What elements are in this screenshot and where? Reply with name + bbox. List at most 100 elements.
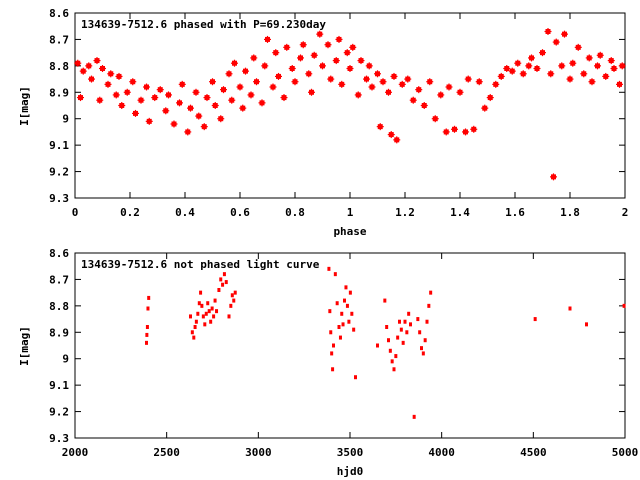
unphased-data-point xyxy=(209,319,213,324)
unphased-data-point xyxy=(409,322,412,327)
phased-data-point xyxy=(203,94,211,102)
phased-data-point xyxy=(79,67,87,75)
phased-data-point xyxy=(569,59,577,67)
phased-x-tick-label: 1.6 xyxy=(505,206,525,219)
phased-axes: 0 0.2 0.4 0.6 0.8 1 1.2 1.4 1.6 1.8 2 8.6 8.7 8.8 8.9 9… xyxy=(49,7,628,219)
unphased-data-point xyxy=(327,266,331,271)
phased-data-point xyxy=(533,65,541,72)
phased-data-point xyxy=(261,62,269,70)
unphased-data-point xyxy=(343,298,346,303)
phased-y-tick-label: 8.9 xyxy=(49,86,69,99)
phased-data-point xyxy=(437,91,445,99)
phased-data-point xyxy=(123,88,131,96)
phased-y-tick-label: 9 xyxy=(62,113,69,126)
phased-data-point xyxy=(187,104,194,112)
phased-data-point xyxy=(170,120,178,128)
unphased-data-point xyxy=(396,335,400,340)
phased-data-point xyxy=(602,72,610,80)
phased-data-point xyxy=(299,41,307,49)
phased-data-point xyxy=(316,30,324,38)
unphased-data-point xyxy=(221,282,225,287)
phased-data-point xyxy=(143,83,150,91)
phased-data-point xyxy=(74,59,82,67)
unphased-data-point xyxy=(387,338,390,343)
unphased-data-point xyxy=(376,343,379,348)
phased-data-point xyxy=(88,75,95,83)
unphased-data-point xyxy=(232,298,236,303)
unphased-data-point xyxy=(203,322,207,327)
unphased-y-tick-label: 9.2 xyxy=(49,406,69,419)
unphased-data-point xyxy=(622,303,626,308)
phased-data-point xyxy=(335,35,343,43)
unphased-data-point xyxy=(147,295,151,300)
unphased-data-point xyxy=(192,335,196,340)
phased-data-point xyxy=(253,78,260,86)
unphased-data-point xyxy=(217,288,221,292)
unphased-data-point xyxy=(340,311,344,316)
unphased-data-point xyxy=(401,340,405,345)
phased-data-point xyxy=(547,70,555,78)
phased-x-tick-label: 1.2 xyxy=(395,206,415,219)
phased-data-point xyxy=(297,54,304,62)
unphased-data-point xyxy=(233,290,237,295)
phased-y-axis-label: I[mag] xyxy=(18,86,31,126)
unphased-x-tick-label: 2000 xyxy=(62,446,89,459)
phased-data-point xyxy=(514,59,522,67)
phased-data-point xyxy=(338,80,346,88)
unphased-data-point xyxy=(345,303,349,308)
unphased-y-tick-label: 9.1 xyxy=(49,379,69,392)
unphased-data-point xyxy=(344,285,348,290)
phased-data-point xyxy=(585,54,593,62)
unphased-data-point xyxy=(347,319,351,324)
phased-data-point xyxy=(305,70,313,78)
unphased-data-point xyxy=(213,298,217,303)
phased-data-point xyxy=(275,72,282,80)
unphased-data-point xyxy=(330,351,334,356)
phased-data-point xyxy=(239,104,247,112)
unphased-data-point xyxy=(403,319,407,324)
phased-y-tick-label: 9.3 xyxy=(49,192,69,205)
phased-data-point xyxy=(308,88,315,96)
phased-data-point xyxy=(349,43,357,51)
unphased-y-tick-label: 8.9 xyxy=(49,326,69,339)
phased-x-tick-label: 0.4 xyxy=(175,206,195,219)
phased-data-point xyxy=(162,107,170,115)
phased-data-point xyxy=(470,125,478,133)
unphased-data-point xyxy=(215,309,219,314)
unphased-data-point xyxy=(348,290,352,295)
phased-data-point xyxy=(398,80,406,88)
phased-data-point xyxy=(566,75,574,83)
unphased-data-point xyxy=(398,319,401,324)
phased-data-point xyxy=(387,131,395,139)
unphased-y-axis-label: I[mag] xyxy=(18,326,31,366)
phased-data-point xyxy=(250,54,258,62)
phased-x-tick-label: 0.6 xyxy=(230,206,250,219)
phased-y-tick-label: 8.8 xyxy=(49,60,69,73)
phased-data-point xyxy=(96,96,104,104)
unphased-data-point xyxy=(146,306,150,311)
phased-data-point xyxy=(456,88,464,96)
unphased-data-point xyxy=(230,293,234,298)
phased-data-point xyxy=(151,94,159,102)
unphased-data-point xyxy=(229,303,233,308)
unphased-data-point xyxy=(224,280,228,285)
phased-x-tick-label: 0 xyxy=(72,206,79,219)
phased-data-point xyxy=(145,117,153,125)
unphased-x-tick-label: 3500 xyxy=(337,446,364,459)
phased-data-point xyxy=(616,80,623,88)
phased-data-point xyxy=(519,70,527,78)
phased-data-point xyxy=(481,104,489,112)
phased-data-point xyxy=(393,136,401,144)
unphased-plot-frame xyxy=(74,252,626,439)
phased-data-point xyxy=(475,78,483,86)
unphased-data-point xyxy=(412,414,416,419)
phased-data-point xyxy=(442,128,450,136)
unphased-data-point xyxy=(568,306,572,311)
phased-data-point xyxy=(324,41,332,49)
phased-data-point xyxy=(184,128,192,136)
phased-data-point xyxy=(385,88,392,96)
unphased-data-point xyxy=(388,348,392,353)
phased-data-point xyxy=(247,91,255,99)
phased-data-point xyxy=(165,91,172,99)
